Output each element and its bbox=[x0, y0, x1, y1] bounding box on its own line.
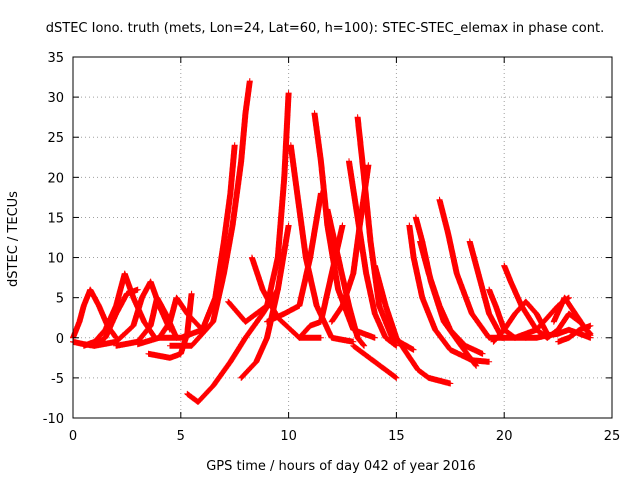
y-tick-label: 15 bbox=[47, 211, 64, 226]
y-tick-label: 10 bbox=[47, 252, 64, 267]
x-tick-label: 25 bbox=[604, 429, 621, 444]
data-series-trace bbox=[501, 262, 551, 341]
y-tick-label: -10 bbox=[43, 412, 64, 427]
y-tick-label: 25 bbox=[47, 131, 64, 146]
data-series-trace bbox=[113, 294, 180, 349]
y-tick-label: 35 bbox=[47, 51, 64, 66]
y-tick-label: 0 bbox=[56, 332, 64, 347]
data-series-trace bbox=[346, 158, 400, 349]
y-axis-label: dSTEC / TECUs bbox=[6, 191, 21, 287]
x-axis-label: GPS time / hours of day 042 of year 2016 bbox=[206, 459, 476, 474]
y-tick-label: -5 bbox=[51, 372, 64, 387]
data-series-trace bbox=[238, 222, 292, 381]
y-tick-label: 30 bbox=[47, 91, 64, 106]
chart-title: dSTEC Iono. truth (mets, Lon=24, Lat=60,… bbox=[46, 21, 604, 36]
data-series-trace bbox=[354, 114, 417, 353]
data-series-trace bbox=[324, 206, 368, 349]
x-tick-label: 15 bbox=[388, 429, 405, 444]
data-marks bbox=[70, 78, 594, 405]
y-tick-label: 5 bbox=[56, 292, 64, 307]
data-series-trace bbox=[371, 262, 454, 387]
data-series-trace bbox=[555, 322, 594, 345]
data-series-trace bbox=[466, 238, 518, 341]
axis-ticks: 0 5 10 15 20 25 -10 -5 0 5 10 15 20 25 30 35 bbox=[43, 51, 621, 444]
x-tick-label: 20 bbox=[496, 429, 513, 444]
data-series-trace bbox=[417, 238, 486, 357]
data-series-trace bbox=[436, 196, 508, 341]
data-series-trace bbox=[167, 78, 253, 349]
x-tick-label: 0 bbox=[69, 429, 77, 444]
data-series-trace bbox=[156, 142, 238, 341]
data-series-trace bbox=[350, 342, 400, 381]
y-tick-label: 20 bbox=[47, 171, 64, 186]
plot-frame bbox=[72, 56, 613, 419]
data-series-trace bbox=[264, 190, 324, 325]
x-tick-label: 5 bbox=[177, 429, 185, 444]
x-tick-label: 10 bbox=[280, 429, 297, 444]
